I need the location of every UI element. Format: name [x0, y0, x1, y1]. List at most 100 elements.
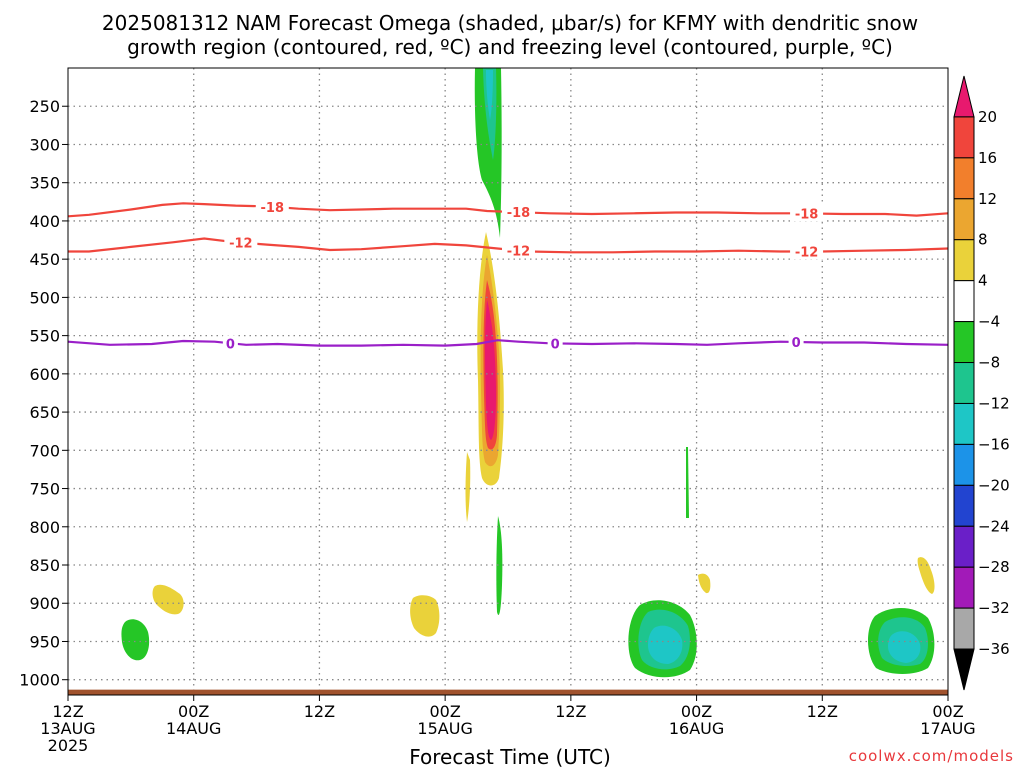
- contour-line: [68, 237, 949, 254]
- colorbar-label: 4: [978, 272, 988, 290]
- colorbar-label: −8: [978, 354, 1000, 372]
- colorbar-swatch: [953, 280, 975, 323]
- title-line-2: growth region (contoured, red, ºC) and f…: [127, 35, 893, 59]
- contour-label: -18: [795, 207, 819, 222]
- contour-label-bg: [501, 204, 535, 221]
- contour-line: [67, 202, 949, 218]
- omega-area-yellow-blob-4: [917, 557, 935, 594]
- colorbar-swatch: [953, 484, 975, 527]
- colorbar-swatch: [953, 443, 975, 486]
- y-tick-label: 450: [29, 250, 60, 269]
- y-tick-label: 750: [29, 480, 60, 499]
- y-tick-label: 400: [29, 212, 60, 231]
- contour-label-bg: [547, 335, 563, 352]
- contour-label-bg: [222, 335, 238, 352]
- x-tick-label: 00Z: [429, 702, 460, 721]
- omega-area-green-blob-1: [121, 619, 150, 661]
- colorbar-label: 12: [978, 190, 997, 208]
- title-line-1: 2025081312 NAM Forecast Omega (shaded, μ…: [102, 11, 918, 35]
- omega-area-green-line: [686, 447, 689, 518]
- contour-label: -12: [795, 246, 819, 261]
- y-tick-label: 950: [29, 632, 60, 651]
- omega-area-yellow-blob-1: [152, 584, 184, 615]
- y-tick-label: 350: [29, 174, 60, 193]
- omega-area-blue-blob-2: [648, 625, 683, 664]
- y-tick-label: 850: [29, 556, 60, 575]
- y-tick-label: 550: [29, 327, 60, 346]
- x-tick-date: 13AUG: [40, 719, 95, 738]
- credit-text: coolwx.com/models: [849, 747, 1014, 765]
- contour-line: [67, 339, 949, 347]
- colorbar-label: −4: [978, 313, 1000, 331]
- colorbar-swatch: [953, 607, 975, 650]
- contour-label: -12: [229, 237, 253, 252]
- y-tick-label: 500: [29, 288, 60, 307]
- colorbar-swatch: [953, 566, 975, 609]
- omega-shading: [121, 68, 935, 678]
- contour-label: -18: [261, 201, 285, 216]
- colorbar-arrow-bottom: [953, 648, 975, 691]
- omega-area-yellow-blob-2: [410, 595, 440, 637]
- y-tick-label: 800: [29, 518, 60, 537]
- chart-grid: [68, 68, 948, 695]
- x-tick-date: 14AUG: [166, 719, 221, 738]
- colorbar-label: −20: [978, 476, 1010, 494]
- colorbar-swatch: [953, 525, 975, 568]
- colorbar-swatch: [953, 321, 975, 364]
- colorbar-label: 20: [978, 108, 997, 126]
- colorbar-swatch: [953, 402, 975, 445]
- contour-label-bg: [790, 243, 824, 260]
- contour-label: -12: [507, 244, 531, 259]
- colorbar-label: −32: [978, 599, 1010, 617]
- colorbar-swatch: [953, 239, 975, 282]
- contour-lines: -18 -18 -18 -12 -12 -12 0 0 0: [67, 198, 949, 352]
- x-tick-label: 00Z: [932, 702, 963, 721]
- contour-label: 0: [551, 337, 560, 352]
- x-tick-date: 17AUG: [920, 719, 975, 738]
- omega-area-upper-blue: [486, 70, 493, 120]
- contour-label-bg: [224, 234, 258, 251]
- colorbar-label: 16: [978, 149, 997, 167]
- chart-title: 2025081312 NAM Forecast Omega (shaded, μ…: [102, 11, 918, 59]
- x-tick-label: 12Z: [304, 702, 335, 721]
- colorbar-label: −24: [978, 517, 1010, 535]
- y-tick-label: 300: [29, 135, 60, 154]
- y-tick-label: 250: [29, 97, 60, 116]
- y-tick-label: 600: [29, 365, 60, 384]
- colorbar-arrow-top: [953, 75, 975, 118]
- x-tick-date: 16AUG: [669, 719, 724, 738]
- colorbar-label: −12: [978, 394, 1010, 412]
- omega-area-yellow-blob-3: [698, 573, 711, 594]
- x-tick-date: 15AUG: [417, 719, 472, 738]
- contour-label-bg: [501, 242, 535, 259]
- colorbar: 20 16 12 8 4 −4 −8 −12 −16 −20 −24 −28 −32 −36: [953, 75, 1010, 691]
- contour-label: 0: [792, 336, 801, 351]
- contour-label: -18: [507, 206, 531, 221]
- contour-label-bg: [255, 198, 289, 215]
- colorbar-label: −36: [978, 640, 1010, 658]
- omega-area-main-magenta: [485, 300, 496, 440]
- colorbar-swatch: [953, 362, 975, 404]
- contour-label-bg: [790, 205, 824, 222]
- colorbar-label: −28: [978, 558, 1010, 576]
- x-tick-label: 00Z: [681, 702, 712, 721]
- x-tick-label: 00Z: [178, 702, 209, 721]
- contour-label-bg: [788, 334, 804, 351]
- y-tick-label: 900: [29, 594, 60, 613]
- x-tick-label: 12Z: [52, 702, 83, 721]
- colorbar-swatch: [953, 157, 975, 200]
- omega-area-green-column: [496, 516, 503, 615]
- colorbar-swatch: [953, 116, 975, 159]
- x-tick-year: 2025: [48, 736, 89, 755]
- omega-area-blue-blob-3: [888, 631, 921, 663]
- x-tick-label: 12Z: [807, 702, 838, 721]
- colorbar-label: −16: [978, 435, 1010, 453]
- y-axis: 250 300 350 400 450 500 550 600 650 700 750 800 850 9…: [19, 97, 68, 690]
- plot-frame: [67, 67, 949, 696]
- omega-area-yellow-sliver: [465, 452, 471, 522]
- colorbar-label: 8: [978, 231, 988, 249]
- y-tick-label: 1000: [19, 671, 60, 690]
- y-tick-label: 650: [29, 403, 60, 422]
